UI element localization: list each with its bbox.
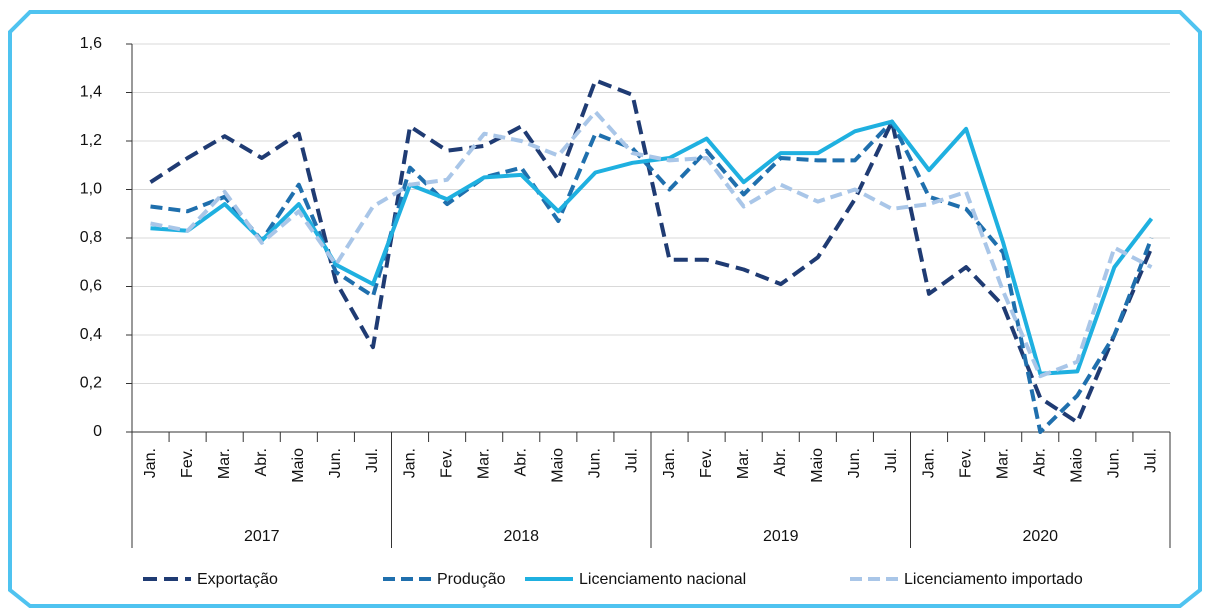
y-tick-label: 1,2 — [80, 132, 102, 149]
x-tick-label: Mar. — [994, 448, 1011, 479]
x-tick-label: Mar. — [475, 448, 492, 479]
x-tick-label: Mar. — [735, 448, 752, 479]
group-label: 2019 — [763, 528, 799, 545]
group-label: 2018 — [503, 528, 539, 545]
x-tick-label: Maio — [550, 448, 567, 483]
x-tick-label: Jul. — [364, 448, 381, 473]
y-tick-label: 0,4 — [80, 326, 102, 343]
x-tick-label: Jun. — [587, 448, 604, 478]
group-label: 2020 — [1022, 528, 1058, 545]
x-tick-label: Jan. — [920, 448, 937, 478]
x-tick-label: Fev. — [957, 448, 974, 478]
x-tick-label: Jun. — [846, 448, 863, 478]
x-tick-label: Maio — [809, 448, 826, 483]
x-tick-label: Jan. — [661, 448, 678, 478]
x-tick-label: Abr. — [512, 448, 529, 476]
series-line — [150, 109, 1153, 379]
x-tick-label: Maio — [290, 448, 307, 483]
y-tick-label: 0,8 — [80, 229, 102, 246]
y-tick-label: 0 — [93, 423, 102, 440]
x-tick-label: Abr. — [1031, 448, 1048, 476]
y-tick-label: 1,0 — [80, 181, 102, 198]
x-tick-label: Jul. — [624, 448, 641, 473]
legend-label: Exportação — [197, 571, 278, 588]
x-tick-label: Jan. — [401, 448, 418, 478]
y-tick-label: 0,6 — [80, 278, 102, 295]
series-line — [150, 119, 1154, 434]
x-tick-label: Fev. — [698, 448, 715, 478]
x-tick-label: Jul. — [883, 448, 900, 473]
legend-label: Licenciamento nacional — [579, 571, 746, 588]
legend-label: Licenciamento importado — [904, 571, 1083, 588]
y-tick-label: 0,2 — [80, 375, 102, 392]
group-label: 2017 — [244, 528, 280, 545]
x-tick-label: Mar. — [216, 448, 233, 479]
x-tick-label: Jan. — [142, 448, 159, 478]
frame — [8, 10, 1202, 608]
x-tick-label: Abr. — [772, 448, 789, 476]
x-tick-label: Maio — [1069, 448, 1086, 483]
series-line — [150, 119, 1154, 376]
x-tick-label: Fev. — [179, 448, 196, 478]
legend-label: Produção — [437, 571, 506, 588]
x-tick-label: Abr. — [253, 448, 270, 476]
x-tick-label: Jun. — [1106, 448, 1123, 478]
x-tick-label: Fev. — [438, 448, 455, 478]
y-tick-label: 1,4 — [80, 84, 102, 101]
x-tick-label: Jun. — [327, 448, 344, 478]
y-tick-label: 1,6 — [80, 35, 102, 52]
x-tick-label: Jul. — [1143, 448, 1160, 473]
